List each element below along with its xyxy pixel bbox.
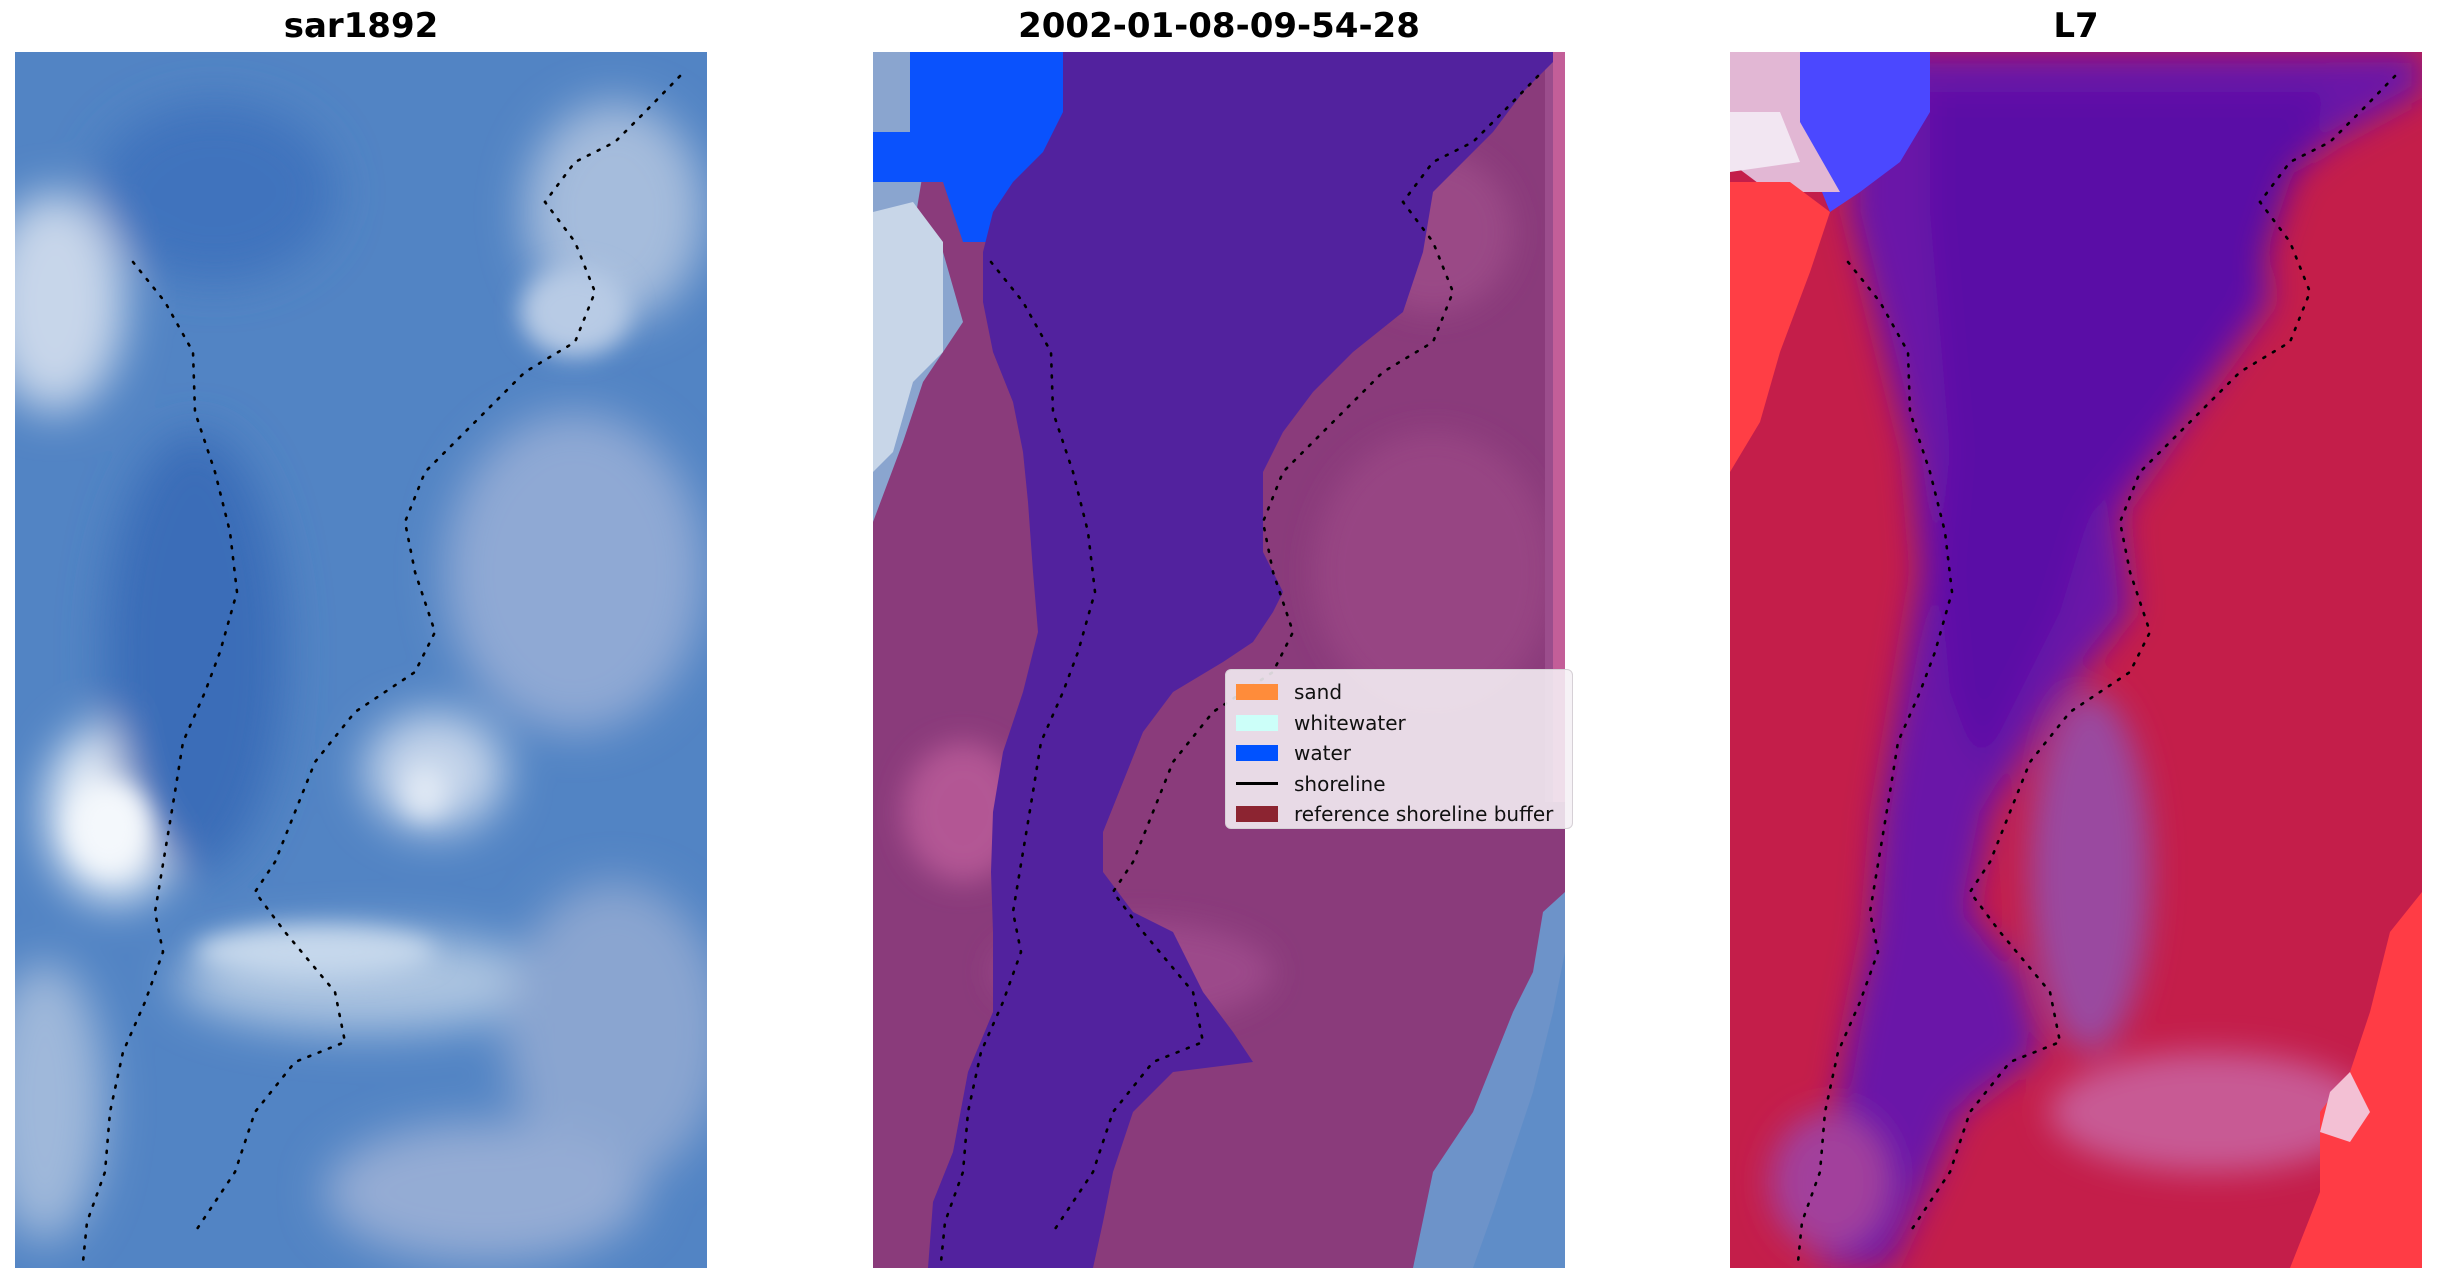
index-image-panel [1730, 52, 2422, 1268]
rgb-image-panel [15, 52, 707, 1268]
sand-swatch [1236, 684, 1278, 701]
shoreline-left-rgb [81, 260, 239, 1264]
legend-label-whitewater: whitewater [1294, 710, 1406, 735]
legend: sand whitewater water shoreline referenc… [1225, 669, 1573, 829]
water-overlay [928, 52, 1553, 1268]
classified-image-panel [873, 52, 1565, 1268]
shoreline-left-index [1796, 260, 1954, 1264]
legend-label-shoreline: shoreline [1294, 771, 1386, 796]
legend-label-sand: sand [1294, 680, 1343, 705]
panel-title-classified: 2002-01-08-09-54-28 [1018, 6, 1420, 46]
panel-title-rgb: sar1892 [283, 6, 439, 46]
legend-item-reference-buffer: reference shoreline buffer [1236, 799, 1572, 830]
shoreline-right-classified [1051, 74, 1540, 1234]
legend-label-reference-buffer: reference shoreline buffer [1294, 802, 1554, 827]
whitewater-swatch [1236, 714, 1278, 731]
shoreline-right-index [1908, 74, 2397, 1234]
classified-image [873, 52, 1565, 1268]
rgb-image [15, 52, 707, 1268]
water-swatch [1236, 745, 1278, 762]
legend-item-shoreline: shoreline [1236, 769, 1572, 800]
index-image [1730, 52, 2422, 1268]
shoreline-line-icon [1236, 782, 1278, 786]
shoreline-left-classified [939, 260, 1097, 1264]
panel-title-index: L7 [2053, 6, 2099, 46]
legend-label-water: water [1294, 741, 1351, 766]
shoreline-right-rgb [193, 74, 682, 1234]
reference-buffer-swatch [1236, 806, 1278, 823]
legend-item-whitewater: whitewater [1236, 708, 1572, 739]
legend-item-water: water [1236, 738, 1572, 769]
legend-item-sand: sand [1236, 677, 1572, 708]
